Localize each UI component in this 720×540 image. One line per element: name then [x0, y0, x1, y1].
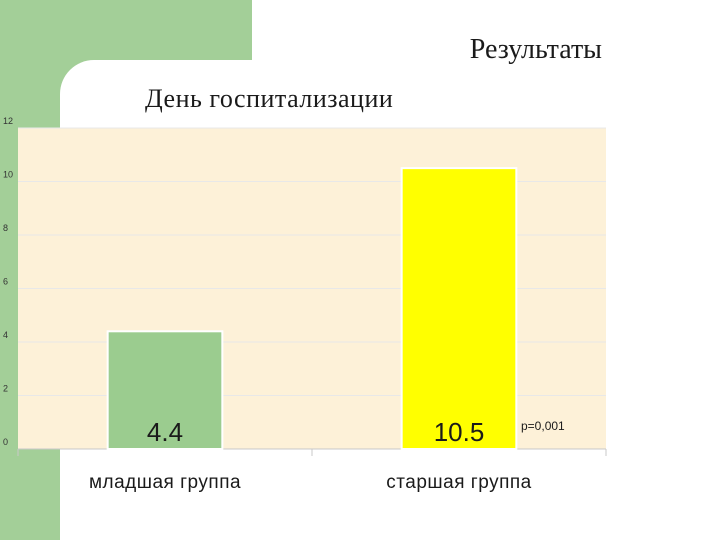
y-tick-label: 0: [3, 437, 8, 447]
x-category-label: старшая группа: [386, 472, 531, 493]
x-category-label: младшая группа: [89, 472, 241, 493]
data-label: 10.5: [434, 417, 485, 447]
y-tick-label: 10: [3, 170, 13, 180]
data-label: 4.4: [147, 417, 183, 447]
chart-title: День госпитализации: [145, 84, 394, 113]
bar: [106, 330, 224, 450]
y-tick-label: 12: [3, 116, 13, 126]
bar: [400, 167, 518, 450]
slide-title: Результаты: [469, 34, 602, 65]
y-tick-label: 4: [3, 330, 8, 340]
y-tick-label: 6: [3, 277, 8, 287]
y-tick-label: 2: [3, 384, 8, 394]
p-value-annotation: p=0,001: [521, 419, 565, 433]
y-tick-label: 8: [3, 223, 8, 233]
